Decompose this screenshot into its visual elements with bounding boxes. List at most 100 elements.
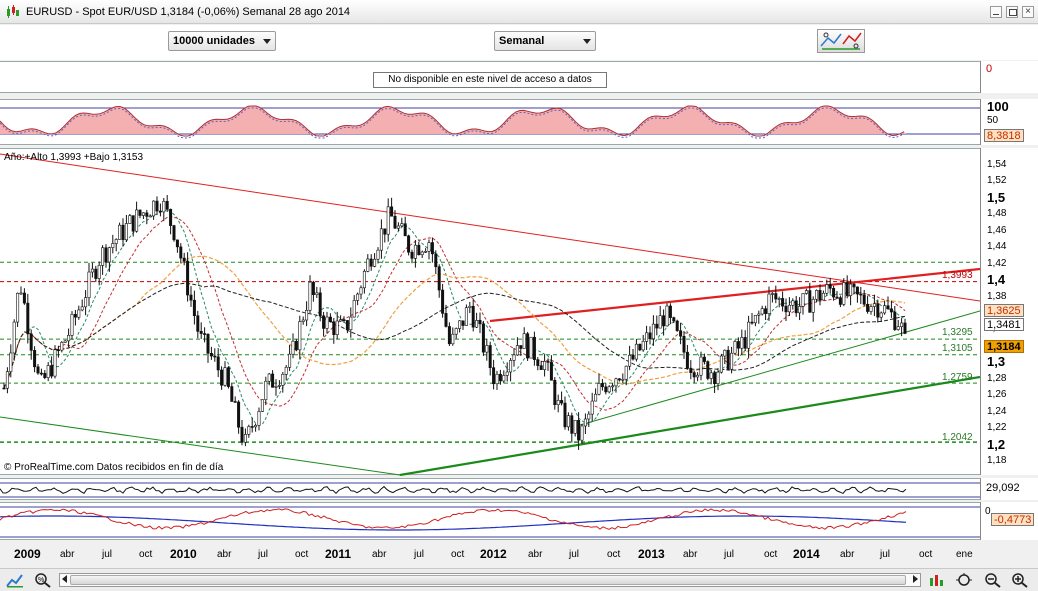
candle-body (301, 319, 305, 322)
candle-body (855, 286, 859, 295)
candle-body (682, 335, 686, 353)
date-axis-month: oct (919, 549, 933, 560)
rsi-panel[interactable] (0, 99, 980, 145)
drawing-tools-button[interactable] (817, 29, 865, 53)
time-scrollbar[interactable] (59, 573, 921, 587)
candle-body (787, 304, 791, 313)
moving-average-line (3, 209, 906, 426)
candle-body (19, 292, 23, 295)
candle-body (288, 353, 292, 368)
candle-body (587, 413, 591, 420)
drawing-tools-icon (820, 32, 862, 50)
maximize-button[interactable] (1006, 6, 1018, 18)
candle-body (274, 386, 278, 388)
minimize-button[interactable] (990, 6, 1002, 18)
candle-body (859, 293, 863, 296)
units-dropdown[interactable]: 10000 unidades (168, 31, 276, 51)
rsi-value: 8,3818 (984, 129, 1024, 142)
candle-body (641, 341, 645, 351)
candle-body (111, 243, 115, 248)
candle-body (284, 366, 288, 375)
price-tick: 1,44 (987, 241, 1007, 253)
indicator-panel[interactable] (0, 478, 980, 500)
candle-body (492, 367, 496, 385)
candle-body (424, 251, 428, 253)
candle-body (546, 361, 550, 363)
candle-body (631, 354, 635, 360)
short-support-trendline (579, 310, 980, 426)
candle-body (495, 373, 499, 385)
candle-body (400, 223, 404, 227)
price-chart-panel[interactable]: Año:+Alto 1,3993 +Bajo 1,3153 © ProRealT… (0, 148, 980, 476)
candle-body (247, 426, 251, 435)
candle-body (485, 345, 489, 353)
candle-body (281, 373, 285, 386)
chart-type-icon[interactable] (6, 572, 24, 588)
candle-body (16, 292, 20, 323)
candle-body (543, 361, 547, 370)
moving-average-line (3, 216, 906, 411)
candle-body (162, 201, 166, 213)
candle-body (471, 305, 475, 328)
candle-body (277, 385, 281, 387)
candle-body (689, 367, 693, 373)
candle-body (736, 341, 740, 349)
candle-body (73, 313, 77, 318)
candle-body (209, 352, 213, 357)
candle-body (216, 356, 220, 371)
price-tick: 1,46 (987, 224, 1007, 236)
candle-body (845, 282, 849, 296)
level-label-resistance: 1,3993 (942, 270, 973, 281)
candle-body (250, 426, 254, 428)
candle-body (94, 268, 98, 279)
candle-body (322, 315, 326, 329)
date-axis-month: jul (102, 549, 113, 560)
scroll-right-icon[interactable] (913, 575, 918, 583)
candle-body (2, 387, 6, 390)
candle-body (152, 200, 156, 217)
candle-body (410, 251, 414, 259)
price-tick: 1,3 (987, 354, 1006, 370)
price-tag-ma-fast: 1,3625 (984, 304, 1024, 317)
zoom-out-icon[interactable] (984, 572, 1002, 588)
indicators-icon[interactable] (928, 572, 946, 588)
price-tag-ma-slow: 1,3481 (984, 318, 1024, 331)
candle-body (53, 349, 57, 377)
candle-body (33, 350, 37, 368)
candle-body (101, 247, 105, 266)
candle-body (318, 292, 322, 317)
date-axis-month: abr (840, 549, 855, 560)
candle-body (43, 373, 47, 378)
units-dropdown-label: 10000 unidades (173, 35, 255, 47)
period-dropdown[interactable]: Semanal (494, 31, 596, 51)
date-axis-month: ene (956, 549, 973, 560)
candle-body (390, 206, 394, 217)
zoom-in-icon[interactable] (1011, 572, 1029, 588)
candle-body (257, 411, 261, 426)
candle-body (764, 308, 768, 314)
volume-panel[interactable]: No disponible en este nivel de acceso a … (0, 61, 980, 93)
candle-body (305, 310, 309, 321)
candle-body (553, 379, 557, 405)
date-axis-month: oct (764, 549, 778, 560)
candle-body (849, 283, 853, 296)
scroll-left-icon[interactable] (62, 575, 67, 583)
candle-body (267, 373, 271, 382)
candle-body (726, 349, 730, 370)
date-axis-year: 2013 (638, 547, 665, 561)
macd-panel[interactable] (0, 502, 980, 540)
candle-body (512, 354, 516, 361)
level-label-2: 1,3105 (942, 343, 973, 354)
candle-body (179, 246, 183, 259)
candle-body (294, 340, 298, 351)
close-button[interactable]: × (1022, 6, 1034, 18)
candle-body (832, 288, 836, 298)
candle-body (570, 415, 574, 434)
candle-body (356, 293, 360, 301)
bottom-bar: % (0, 568, 1038, 591)
zoom-settings-icon[interactable]: % (34, 572, 52, 588)
scrollbar-thumb[interactable] (70, 575, 906, 585)
candle-body (339, 319, 343, 322)
zoom-fit-icon[interactable] (955, 572, 973, 588)
price-tag-current: 1,3184 (984, 340, 1024, 353)
